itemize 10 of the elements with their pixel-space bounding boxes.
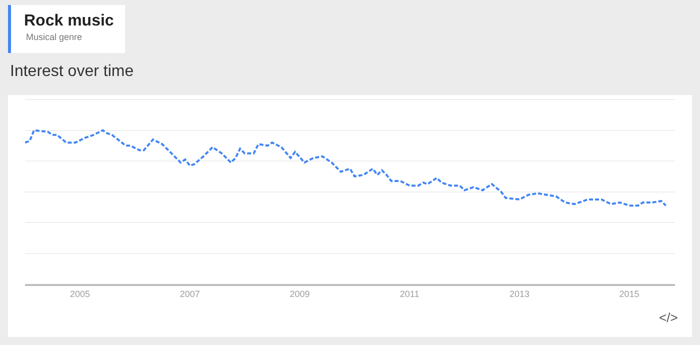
x-tick-label: 2009 bbox=[290, 288, 310, 299]
x-tick-label: 2015 bbox=[619, 288, 640, 299]
chart-title: Rock music bbox=[24, 12, 114, 30]
x-tick-label: 2007 bbox=[180, 288, 200, 299]
x-tick-label: 2005 bbox=[70, 288, 90, 299]
x-tick-label: 2013 bbox=[509, 288, 530, 299]
text: Interest over time bbox=[10, 63, 134, 80]
text: </> bbox=[659, 310, 678, 325]
x-tick-label: 2011 bbox=[400, 288, 420, 299]
chart-subtitle: Musical genre bbox=[26, 32, 82, 42]
